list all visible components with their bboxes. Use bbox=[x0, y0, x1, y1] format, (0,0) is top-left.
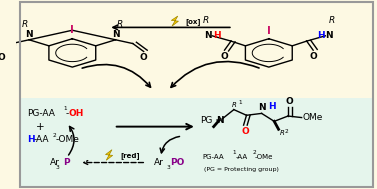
Text: 2: 2 bbox=[284, 129, 288, 133]
Text: R: R bbox=[21, 20, 28, 29]
Text: -OMe: -OMe bbox=[55, 135, 79, 144]
Text: O: O bbox=[221, 52, 228, 61]
Text: I: I bbox=[70, 25, 74, 35]
Text: N: N bbox=[205, 31, 212, 40]
Text: PG-AA: PG-AA bbox=[202, 154, 224, 160]
Polygon shape bbox=[171, 16, 178, 26]
FancyArrowPatch shape bbox=[113, 25, 230, 30]
Text: [red]: [red] bbox=[120, 153, 139, 159]
Text: -: - bbox=[66, 109, 69, 118]
FancyArrowPatch shape bbox=[69, 126, 74, 155]
Text: 1: 1 bbox=[238, 100, 242, 105]
Text: +: + bbox=[36, 122, 45, 132]
Text: PG-AA: PG-AA bbox=[27, 109, 55, 118]
Text: [ox]: [ox] bbox=[186, 18, 201, 25]
Text: O: O bbox=[140, 53, 147, 62]
Text: O: O bbox=[242, 127, 249, 136]
Text: 3: 3 bbox=[56, 165, 60, 170]
Bar bbox=[20, 98, 373, 187]
FancyArrowPatch shape bbox=[84, 161, 144, 164]
Text: P: P bbox=[63, 158, 70, 167]
Text: H: H bbox=[213, 31, 221, 40]
Text: PO: PO bbox=[170, 158, 184, 167]
FancyArrowPatch shape bbox=[171, 61, 259, 87]
Text: 2: 2 bbox=[253, 150, 256, 155]
Text: PG: PG bbox=[200, 115, 213, 125]
Text: OH: OH bbox=[69, 109, 84, 118]
Text: -AA: -AA bbox=[34, 135, 49, 144]
FancyArrowPatch shape bbox=[160, 136, 179, 153]
Text: N: N bbox=[112, 30, 120, 39]
Text: 1: 1 bbox=[233, 150, 236, 155]
Polygon shape bbox=[106, 150, 113, 160]
Text: H: H bbox=[268, 102, 276, 111]
Text: Ar: Ar bbox=[153, 158, 163, 167]
Text: 3: 3 bbox=[167, 165, 170, 170]
FancyArrowPatch shape bbox=[82, 64, 150, 87]
Text: (PG = Protecting group): (PG = Protecting group) bbox=[204, 167, 279, 172]
Text: -OMe: -OMe bbox=[255, 154, 273, 160]
Text: N: N bbox=[216, 115, 224, 125]
Text: O: O bbox=[0, 53, 5, 62]
Text: R: R bbox=[202, 16, 209, 26]
Text: 2: 2 bbox=[52, 133, 56, 138]
Text: N: N bbox=[258, 103, 265, 112]
Text: N: N bbox=[25, 30, 33, 39]
Text: Ar: Ar bbox=[50, 158, 60, 167]
Text: 1: 1 bbox=[63, 106, 67, 111]
Text: R: R bbox=[231, 102, 236, 108]
Bar bbox=[20, 2, 373, 98]
Text: N: N bbox=[325, 31, 333, 40]
Text: O: O bbox=[286, 97, 294, 106]
Text: I: I bbox=[267, 26, 271, 36]
Text: OMe: OMe bbox=[303, 113, 323, 122]
Text: -AA: -AA bbox=[235, 154, 247, 160]
Text: O: O bbox=[309, 52, 317, 61]
Text: R: R bbox=[280, 130, 285, 136]
Text: H: H bbox=[317, 31, 325, 40]
FancyArrowPatch shape bbox=[116, 124, 192, 129]
Text: R: R bbox=[117, 20, 123, 29]
Text: R: R bbox=[329, 16, 335, 26]
Text: H: H bbox=[27, 135, 35, 144]
